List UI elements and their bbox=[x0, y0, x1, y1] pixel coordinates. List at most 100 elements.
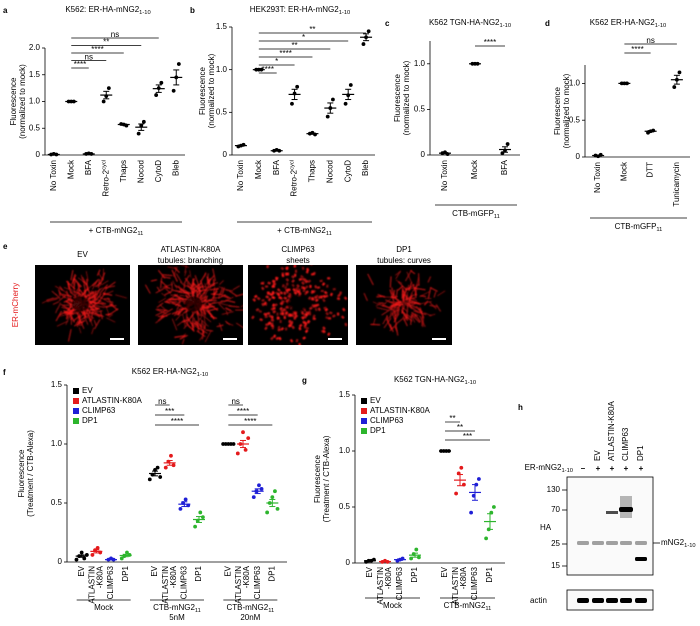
y-tick-label: 0 bbox=[58, 557, 63, 566]
er-strand bbox=[274, 303, 278, 307]
er-strand bbox=[179, 294, 185, 297]
band bbox=[577, 598, 589, 603]
er-strand bbox=[82, 280, 89, 288]
er-strand bbox=[54, 285, 65, 292]
nucleus bbox=[287, 296, 305, 312]
er-strand bbox=[279, 306, 283, 311]
er-strand bbox=[389, 324, 397, 332]
er-strand bbox=[402, 288, 404, 301]
er-strand bbox=[200, 273, 207, 283]
er-strand bbox=[283, 296, 288, 300]
y-tick-label: 0.5 bbox=[29, 123, 41, 132]
data-point bbox=[469, 510, 473, 515]
er-strand bbox=[305, 326, 310, 330]
er-strand bbox=[275, 291, 279, 295]
er-strand bbox=[293, 291, 298, 295]
er-strand bbox=[268, 314, 273, 318]
x-tick-label: Thaps bbox=[119, 160, 128, 182]
er-strand bbox=[253, 294, 258, 299]
y-tick-label: 1.0 bbox=[414, 59, 426, 68]
data-point bbox=[201, 515, 205, 520]
y-axis-label: (normalized to mock) bbox=[207, 53, 216, 128]
er-strand bbox=[162, 283, 173, 288]
er-strand bbox=[240, 305, 243, 308]
y-tick-label: 0.5 bbox=[569, 115, 581, 124]
er-strand bbox=[56, 320, 69, 327]
er-strand bbox=[291, 275, 295, 279]
er-strand bbox=[96, 293, 105, 305]
er-strand bbox=[65, 313, 72, 326]
er-strand bbox=[191, 288, 199, 295]
chart-title: K562 TGN-HA-NG21-10 bbox=[394, 375, 476, 385]
er-strand bbox=[184, 265, 187, 274]
er-strand bbox=[203, 288, 207, 295]
er-strand bbox=[397, 307, 400, 316]
er-strand bbox=[108, 314, 114, 318]
er-strand bbox=[276, 317, 281, 320]
group-label-sub: 11 bbox=[268, 608, 274, 614]
er-strand bbox=[288, 319, 292, 324]
er-strand bbox=[97, 279, 101, 289]
er-strand bbox=[159, 304, 167, 311]
data-point bbox=[477, 477, 481, 481]
lane-sign: + bbox=[610, 464, 615, 473]
marker-label: 70 bbox=[551, 505, 560, 514]
er-strand bbox=[198, 280, 202, 288]
data-point bbox=[459, 465, 464, 470]
er-strand bbox=[213, 287, 216, 295]
er-strand bbox=[279, 291, 284, 295]
lane-sign: + bbox=[624, 464, 629, 473]
er-strand bbox=[155, 287, 166, 294]
y-tick-label: 0.5 bbox=[51, 498, 63, 507]
er-strand bbox=[271, 295, 275, 300]
er-strand bbox=[88, 293, 96, 300]
er-strand bbox=[427, 276, 432, 283]
er-strand bbox=[161, 292, 167, 297]
significance-label: *** bbox=[165, 407, 174, 416]
x-tick-label: EV bbox=[440, 566, 449, 577]
er-strand bbox=[388, 304, 395, 308]
chart-title-main: HEK293T: ER-HA-mNG2 bbox=[250, 5, 339, 14]
er-strand bbox=[394, 303, 401, 307]
er-strand bbox=[157, 269, 166, 279]
chart-title: HEK293T: ER-HA-mNG21-10 bbox=[250, 5, 350, 15]
x-tick-label: Retro-2cycl bbox=[289, 160, 299, 197]
x-tick-label: No Toxin bbox=[440, 160, 449, 191]
er-strand bbox=[314, 284, 318, 289]
x-tick-label: ATLASTIN bbox=[451, 567, 460, 605]
er-strand bbox=[174, 307, 179, 316]
y-tick-label: 0 bbox=[346, 558, 351, 567]
er-strand bbox=[265, 295, 269, 299]
x-tick-label: DP1 bbox=[410, 566, 419, 582]
x-tick-label: CLIMP63 bbox=[395, 566, 404, 600]
er-strand bbox=[406, 313, 412, 319]
er-strand bbox=[199, 318, 210, 327]
er-strand bbox=[106, 303, 114, 308]
data-point bbox=[290, 101, 294, 106]
er-strand bbox=[196, 321, 200, 333]
y-tick-label: 1.5 bbox=[29, 70, 41, 79]
significance-label: * bbox=[275, 57, 278, 66]
chart-title-sub: 1-10 bbox=[465, 380, 477, 386]
treatment-label: ER-mNG21-10 bbox=[525, 463, 573, 473]
er-strand bbox=[423, 312, 432, 317]
er-strand bbox=[180, 289, 190, 296]
band bbox=[620, 598, 632, 603]
er-strand bbox=[397, 285, 404, 291]
er-strand bbox=[199, 314, 204, 320]
er-strand bbox=[204, 330, 212, 343]
er-strand bbox=[196, 310, 200, 323]
er-strand bbox=[267, 321, 272, 326]
panel-letter: h bbox=[518, 403, 523, 412]
data-point bbox=[106, 86, 111, 91]
band bbox=[606, 598, 618, 603]
er-strand bbox=[70, 307, 74, 321]
group-dose: 5nM bbox=[169, 613, 185, 622]
significance-label: ** bbox=[291, 41, 297, 50]
band bbox=[635, 541, 647, 545]
er-strand bbox=[109, 303, 119, 311]
er-strand bbox=[160, 277, 163, 289]
er-strand bbox=[86, 278, 88, 291]
er-strand bbox=[88, 312, 101, 318]
